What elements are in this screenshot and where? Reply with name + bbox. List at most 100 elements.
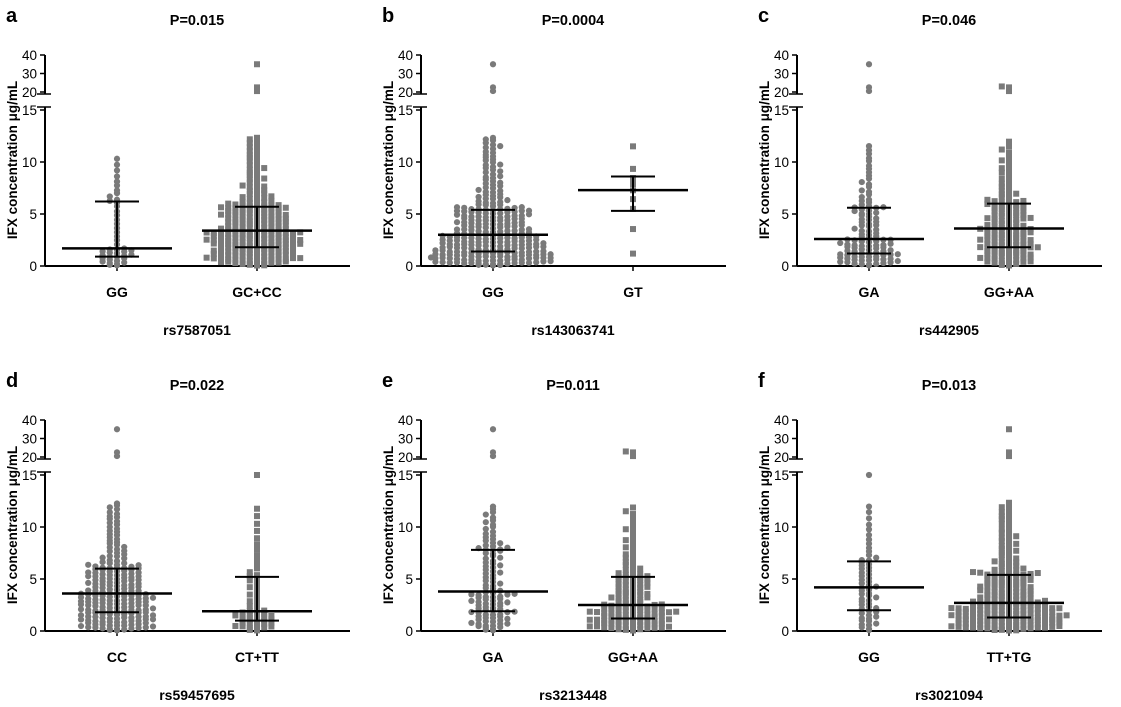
- data-point: [282, 226, 289, 233]
- data-point: [1056, 616, 1063, 623]
- data-point: [254, 513, 260, 520]
- data-point: [622, 600, 629, 607]
- data-point: [615, 598, 622, 605]
- data-point: [497, 214, 504, 221]
- data-point: [622, 581, 629, 588]
- data-point: [239, 242, 246, 249]
- data-point: [984, 222, 991, 229]
- data-point: [894, 251, 901, 258]
- data-point: [998, 607, 1005, 614]
- data-point: [1049, 613, 1056, 620]
- data-point: [1006, 615, 1012, 622]
- panel-letter: c: [758, 5, 769, 27]
- data-point: [1006, 539, 1012, 546]
- data-point: [1042, 613, 1048, 620]
- data-point: [991, 558, 998, 565]
- data-point: [254, 170, 260, 177]
- data-point: [622, 597, 629, 604]
- data-point: [601, 624, 608, 631]
- data-point: [991, 611, 998, 618]
- data-point: [1006, 261, 1012, 268]
- data-point: [998, 611, 1005, 618]
- data-point: [246, 228, 253, 235]
- data-point: [106, 504, 113, 511]
- y-tick-label: 30: [398, 432, 413, 447]
- data-point: [85, 587, 92, 594]
- data-point: [998, 217, 1005, 224]
- data-point: [998, 165, 1005, 172]
- data-point: [268, 220, 275, 227]
- data-point: [1006, 138, 1012, 145]
- x-tick-label: GC+CC: [232, 284, 281, 300]
- data-point: [977, 583, 984, 590]
- data-point: [218, 230, 224, 237]
- data-point: [275, 212, 282, 219]
- data-point: [254, 246, 260, 253]
- data-point: [113, 558, 121, 565]
- data-point: [489, 200, 497, 207]
- panel-f: f P=0.013 IFX concentration μg/mL 0 5 10 15 20 3…: [757, 370, 1102, 703]
- data-point: [630, 553, 636, 560]
- data-point: [232, 260, 239, 267]
- data-point: [489, 171, 497, 178]
- data-point: [630, 626, 636, 633]
- data-point: [658, 624, 665, 631]
- data-point: [261, 257, 268, 264]
- data-point: [1013, 579, 1020, 586]
- data-point: [453, 226, 461, 233]
- data-point: [998, 579, 1005, 586]
- data-point: [254, 167, 260, 174]
- data-point: [482, 600, 489, 607]
- y-tick-label: 15: [398, 468, 413, 483]
- data-point: [998, 534, 1005, 541]
- data-point: [99, 571, 106, 578]
- data-point: [504, 205, 511, 212]
- data-point: [998, 509, 1005, 516]
- data-point: [1027, 618, 1034, 625]
- chart-title: P=0.011: [546, 378, 600, 394]
- data-point: [887, 247, 894, 254]
- data-point: [644, 618, 651, 625]
- data-point: [998, 549, 1005, 556]
- data-point: [1013, 533, 1020, 540]
- data-point: [1020, 258, 1027, 265]
- data-point: [984, 588, 991, 595]
- data-point: [268, 619, 275, 626]
- data-point: [246, 147, 253, 154]
- data-point: [246, 239, 253, 246]
- data-point: [239, 234, 246, 241]
- data-point: [601, 605, 608, 612]
- data-point: [977, 617, 984, 624]
- data-point: [468, 213, 475, 220]
- data-point: [991, 223, 998, 230]
- data-point: [1013, 232, 1020, 239]
- data-point: [1027, 595, 1034, 602]
- data-point: [261, 239, 268, 246]
- data-point: [232, 216, 239, 223]
- data-point: [268, 623, 275, 630]
- data-point: [851, 242, 858, 249]
- data-point: [232, 223, 239, 230]
- data-point: [1027, 237, 1034, 244]
- data-point: [658, 612, 665, 619]
- data-point: [1049, 605, 1056, 612]
- data-point: [275, 252, 282, 259]
- data-point: [225, 219, 232, 226]
- data-point: [497, 562, 504, 569]
- data-point: [873, 226, 880, 233]
- data-point: [1013, 567, 1020, 574]
- data-point: [275, 231, 282, 238]
- data-point: [615, 580, 622, 587]
- data-point: [1042, 624, 1048, 631]
- data-point: [984, 583, 991, 590]
- data-point: [275, 259, 282, 266]
- y-tick-label: 0: [29, 624, 37, 639]
- data-point: [955, 612, 962, 619]
- data-point: [210, 237, 217, 244]
- data-point: [254, 196, 260, 203]
- data-point: [1020, 607, 1027, 614]
- data-point: [998, 513, 1005, 520]
- data-point: [998, 191, 1005, 198]
- data-point: [261, 183, 268, 190]
